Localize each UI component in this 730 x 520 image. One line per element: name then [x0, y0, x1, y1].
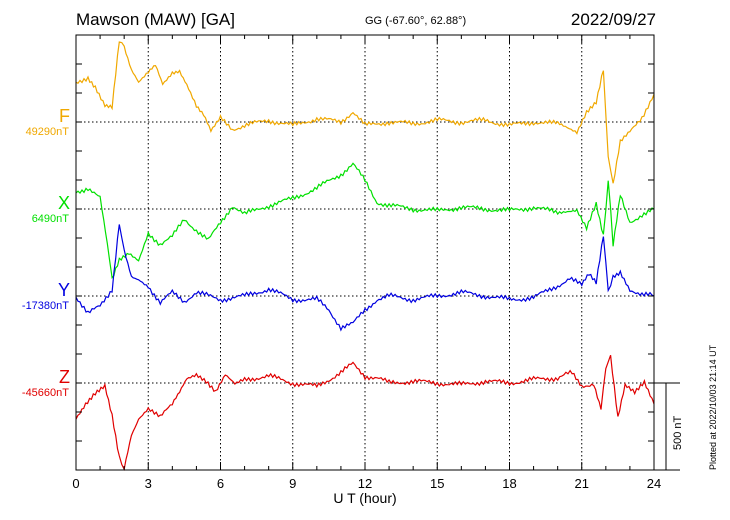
coordinates-label: GG (-67.60°, 62.88°) — [365, 15, 467, 27]
x-tick-label: 0 — [72, 476, 79, 491]
station-title: Mawson (MAW) [GA] — [76, 10, 235, 29]
x-tick-label: 18 — [502, 476, 516, 491]
series-line-z — [75, 354, 655, 472]
plotted-timestamp: Plotted at 2022/10/03 21:14 UT — [708, 344, 718, 470]
x-tick-label: 9 — [289, 476, 296, 491]
series-line-x — [75, 162, 655, 280]
x-tick-label: 24 — [647, 476, 661, 491]
date-label: 2022/09/27 — [570, 10, 656, 29]
baseline-value-x: 6490nT — [31, 213, 69, 225]
baseline-value-y: -17380nT — [21, 300, 69, 312]
x-tick-label: 15 — [430, 476, 444, 491]
series-line-f — [75, 41, 655, 184]
x-tick-label: 3 — [145, 476, 152, 491]
component-label-x: X — [57, 193, 70, 213]
component-label-z: Z — [59, 367, 70, 387]
series-line-y — [75, 224, 655, 332]
x-tick-label: 6 — [217, 476, 224, 491]
scale-bar-label: 500 nT — [672, 415, 684, 450]
x-tick-label: 21 — [575, 476, 589, 491]
x-axis-label: U T (hour) — [333, 490, 397, 506]
baseline-value-z: -45660nT — [21, 387, 69, 399]
component-label-y: Y — [57, 280, 70, 300]
component-label-f: F — [59, 106, 70, 126]
x-tick-label: 12 — [358, 476, 372, 491]
baseline-value-f: 49290nT — [25, 126, 69, 138]
